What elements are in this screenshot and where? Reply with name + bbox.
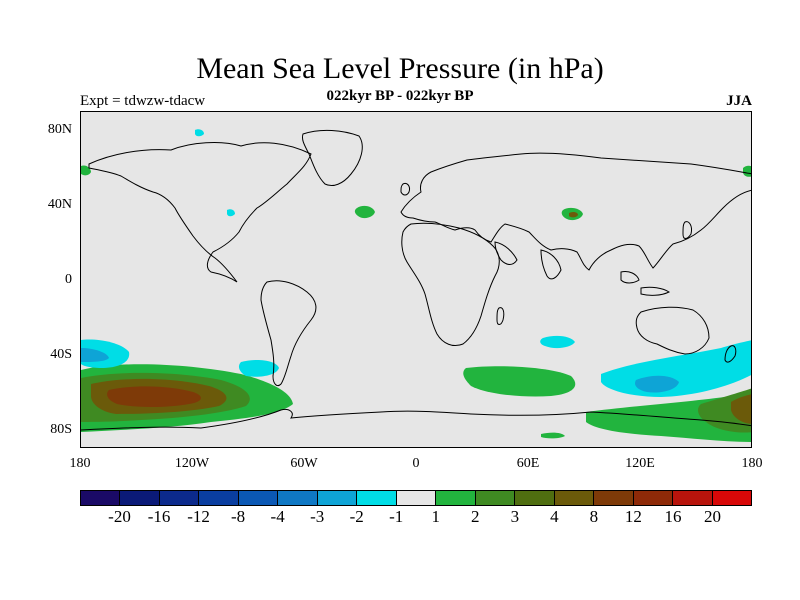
anomaly-negative-south-america [238, 360, 279, 377]
colorbar-label: 16 [664, 507, 682, 526]
anomaly-arctic [195, 129, 204, 137]
colorbar-label: -20 [108, 507, 131, 526]
anomaly-south-pacific-darkest [107, 386, 201, 407]
map-subtitle: 022kyr BP - 022kyr BP [326, 88, 474, 104]
lon-label-180w: 180 [69, 456, 91, 471]
anomaly-tibet-dark [569, 211, 578, 218]
colorbar-label: -12 [187, 507, 210, 526]
lon-label-60w: 60W [290, 456, 318, 471]
colorbar-box [554, 491, 595, 505]
colorbar-label: 8 [589, 507, 599, 526]
lat-label-0: 0 [65, 272, 72, 287]
lon-label-180e: 180 [741, 456, 763, 471]
colorbar-label: 3 [510, 507, 520, 526]
lon-label-120e: 120E [625, 456, 655, 471]
colorbar-box [159, 491, 200, 505]
colorbar-label: 2 [471, 507, 480, 526]
colorbar-box [673, 491, 713, 505]
colorbar-box [238, 491, 279, 505]
lat-label-80n: 80N [47, 122, 72, 137]
colorbar-label: -8 [231, 507, 246, 526]
colorbar-label: -16 [147, 507, 171, 526]
lon-label-0: 0 [412, 456, 420, 471]
colorbar [80, 490, 752, 506]
lat-label-40n: 40N [47, 197, 72, 212]
colorbar-box [712, 491, 751, 505]
experiment-label: Expt = tdwzw-tdacw [80, 93, 206, 109]
colorbar-box [317, 491, 358, 505]
map-title: Mean Sea Level Pressure (in hPa) [196, 52, 604, 85]
colorbar-label: -2 [349, 507, 364, 526]
map-panel [80, 111, 752, 448]
lon-label-60e: 60E [516, 456, 540, 471]
anomaly-negative-indian [540, 335, 575, 349]
lat-label-80s: 80S [50, 422, 72, 437]
anomaly-antarctic-dark [731, 394, 751, 424]
colorbar-box [81, 491, 121, 505]
map-canvas [81, 129, 751, 442]
anomaly-negative-pacific-dark [81, 348, 109, 362]
anomaly-south-small [541, 432, 565, 439]
colorbar-label: 20 [703, 507, 721, 526]
colorbar-box [278, 491, 318, 505]
colorbar-box [436, 491, 476, 505]
colorbar-box [475, 491, 516, 505]
colorbar-box [120, 491, 160, 505]
colorbar-box [515, 491, 555, 505]
anomaly-negative-australia [601, 340, 751, 397]
lon-label-120w: 120W [174, 456, 210, 471]
anomaly-pacific-small [227, 209, 235, 217]
anomaly-fields [81, 129, 751, 442]
colorbar-label: 12 [624, 507, 642, 526]
anomaly-negative-australia-dark [635, 375, 679, 393]
colorbar-label: 4 [550, 507, 559, 526]
coastlines [81, 129, 751, 431]
colorbar-box [396, 491, 437, 505]
colorbar-box [357, 491, 397, 505]
anomaly-edge-right [743, 165, 751, 177]
colorbar-box [633, 491, 674, 505]
colorbar-label: 1 [431, 507, 441, 526]
colorbar-label: -1 [389, 507, 404, 526]
anomaly-north-atlantic [354, 205, 375, 219]
season-label: JJA [726, 93, 752, 109]
anomaly-south-atlantic [463, 366, 576, 397]
colorbar-box [594, 491, 634, 505]
colorbar-label: -4 [270, 507, 285, 526]
colorbar-label: -3 [310, 507, 325, 526]
colorbar-box [199, 491, 239, 505]
lat-label-40s: 40S [50, 347, 72, 362]
